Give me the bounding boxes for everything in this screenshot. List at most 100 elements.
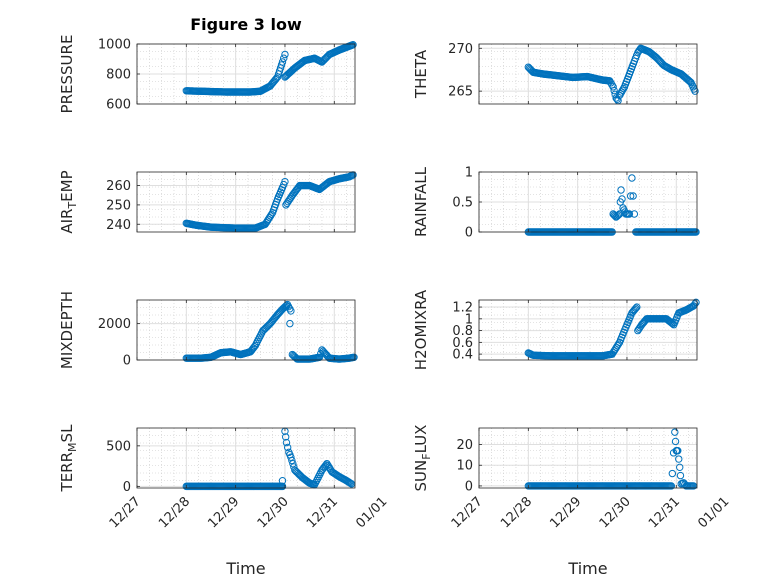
data-point <box>628 174 636 182</box>
y-tick-label: 500 <box>106 439 131 454</box>
data-point <box>626 192 635 200</box>
y-tick-label: 1 <box>465 166 473 181</box>
data-point <box>345 478 354 487</box>
y-axis-label: TERRMSL <box>58 424 79 493</box>
y-axis-label-tail: EMP <box>58 170 76 201</box>
data-point <box>630 210 639 218</box>
y-tick-label: 800 <box>106 68 131 83</box>
data-point <box>668 469 677 478</box>
data-point <box>289 459 297 468</box>
subplot-rainfall: 0 0.5 1 RAINFALL <box>412 166 700 241</box>
y-tick-label: 0 <box>465 226 473 241</box>
y-axis-label-main: MIXDEPTH <box>58 291 76 369</box>
data-point <box>625 210 634 218</box>
y-axis-label: SUNFLUX <box>412 425 433 492</box>
data-point <box>617 186 625 194</box>
y-axis-label: RAINFALL <box>412 166 430 237</box>
subplot-theta: 265 270 THETA <box>412 42 699 105</box>
data-point <box>633 303 641 311</box>
data-point <box>277 61 286 69</box>
axes-box <box>478 299 698 361</box>
axes-box <box>136 171 356 233</box>
data-point <box>315 353 324 361</box>
y-tick-label: 260 <box>106 179 131 194</box>
data-point <box>283 443 292 452</box>
data-point <box>610 86 618 95</box>
data-point <box>286 319 294 328</box>
subplot-h2omixra: 0.40.60.811.2 H2OMIXRA <box>412 289 700 370</box>
data-point <box>272 74 281 82</box>
figure-title: Figure 3 low <box>190 15 302 34</box>
y-tick-label: 265 <box>448 85 473 100</box>
data-point <box>619 84 628 93</box>
y-tick-label: 0.8 <box>452 324 473 339</box>
y-axis-label: MIXDEPTH <box>58 291 76 369</box>
y-tick-label: 1.2 <box>452 301 473 316</box>
y-axis-label-main: PRESSURE <box>58 35 76 114</box>
data-point <box>610 211 618 219</box>
data-point <box>317 349 325 358</box>
data-point <box>691 300 699 308</box>
y-tick-label: 20 <box>456 438 473 453</box>
axes-box <box>136 427 356 489</box>
data-point <box>278 477 287 485</box>
y-tick-label: 250 <box>106 198 131 213</box>
data-point <box>278 482 287 491</box>
y-tick-label: 270 <box>448 42 473 57</box>
y-axis-label: AIRTEMP <box>58 170 79 233</box>
data-point <box>691 87 699 95</box>
data-point <box>692 298 700 307</box>
y-axis-label-tail: SL <box>58 424 76 443</box>
data-point <box>282 433 290 441</box>
data-point <box>287 307 295 315</box>
data-point <box>287 453 295 461</box>
data-point <box>290 463 298 471</box>
y-tick-label: 600 <box>106 98 131 113</box>
y-axis-label-main: TERR <box>58 452 76 493</box>
data-point <box>611 212 619 220</box>
x-axis-label-left: Time <box>225 559 265 578</box>
data-point <box>613 212 621 220</box>
data-point <box>676 463 684 472</box>
data-point <box>346 479 355 487</box>
data-point <box>618 195 626 203</box>
data-point <box>281 177 289 186</box>
subplot-mixdepth: 0 2000 MIXDEPTH <box>58 291 358 369</box>
y-tick-label: 2000 <box>98 317 131 332</box>
data-point <box>281 50 289 59</box>
y-tick-label: 1000 <box>98 38 131 53</box>
y-axis-label-tail: LUX <box>412 425 430 454</box>
y-axis-label-main: AIR <box>58 209 76 234</box>
data-point <box>607 79 615 87</box>
data-point <box>606 77 614 85</box>
y-axis-label-main: H2OMIXRA <box>412 289 430 370</box>
y-axis-label-subscript: T <box>66 202 79 210</box>
data-point <box>632 304 640 312</box>
data-point <box>281 302 290 311</box>
data-point <box>674 447 682 455</box>
data-point <box>278 58 287 66</box>
y-tick-label: 0.6 <box>452 336 473 351</box>
y-tick-label: 0 <box>465 479 473 494</box>
axes-box <box>478 43 698 105</box>
data-point <box>667 482 676 490</box>
subplot-pressure: 600 800 1000 PRESSURE <box>58 35 357 114</box>
data-point <box>613 95 621 103</box>
y-tick-label: 240 <box>106 218 131 233</box>
data-point <box>280 54 288 62</box>
data-point <box>676 471 685 480</box>
y-axis-label-subscript: M <box>66 442 79 452</box>
data-point <box>675 455 683 463</box>
data-point <box>609 83 617 91</box>
y-tick-label: 0 <box>123 480 131 495</box>
data-point <box>350 353 358 361</box>
subplot-air-temp: 240 250 260 AIRTEMP <box>58 170 357 234</box>
data-point <box>288 456 296 465</box>
data-point <box>671 428 679 436</box>
data-point <box>629 192 637 200</box>
y-tick-label: 10 <box>456 459 473 474</box>
y-axis-label: H2OMIXRA <box>412 289 430 370</box>
data-point <box>671 437 680 446</box>
y-axis-label-main: RAINFALL <box>412 166 430 237</box>
